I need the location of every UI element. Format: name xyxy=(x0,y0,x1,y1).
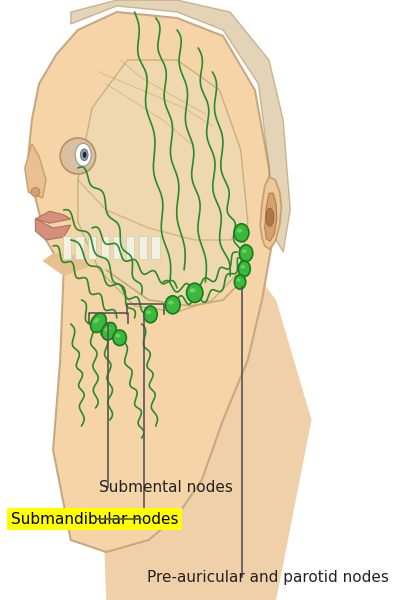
Polygon shape xyxy=(35,219,71,240)
Ellipse shape xyxy=(104,327,110,331)
Ellipse shape xyxy=(241,249,246,253)
Bar xyxy=(138,236,147,259)
Bar xyxy=(151,236,159,259)
Polygon shape xyxy=(71,0,290,252)
Polygon shape xyxy=(260,177,281,249)
Polygon shape xyxy=(78,60,247,312)
Ellipse shape xyxy=(165,296,180,314)
Polygon shape xyxy=(28,12,272,552)
Ellipse shape xyxy=(236,229,242,233)
Ellipse shape xyxy=(239,245,252,262)
Ellipse shape xyxy=(93,318,99,323)
Ellipse shape xyxy=(186,283,202,302)
Ellipse shape xyxy=(168,301,173,305)
Text: Submandibular nodes: Submandibular nodes xyxy=(11,511,178,527)
Ellipse shape xyxy=(90,313,106,332)
Polygon shape xyxy=(99,228,311,600)
Ellipse shape xyxy=(75,143,91,166)
Ellipse shape xyxy=(234,224,248,242)
Ellipse shape xyxy=(146,310,151,314)
Ellipse shape xyxy=(60,138,95,174)
Ellipse shape xyxy=(101,322,116,340)
Ellipse shape xyxy=(189,288,195,293)
Bar xyxy=(126,236,134,259)
Text: Submental nodes: Submental nodes xyxy=(99,480,232,494)
Polygon shape xyxy=(25,144,46,198)
Ellipse shape xyxy=(115,334,120,338)
Bar xyxy=(100,236,109,259)
Ellipse shape xyxy=(265,208,273,226)
Bar xyxy=(75,236,83,259)
Bar xyxy=(113,236,121,259)
Bar xyxy=(88,236,96,259)
Ellipse shape xyxy=(80,149,88,161)
Text: Pre-auricular and parotid nodes: Pre-auricular and parotid nodes xyxy=(146,570,388,584)
Ellipse shape xyxy=(238,261,249,277)
Ellipse shape xyxy=(31,187,40,196)
Ellipse shape xyxy=(240,265,245,269)
Ellipse shape xyxy=(83,152,86,158)
Ellipse shape xyxy=(112,330,126,346)
Ellipse shape xyxy=(234,275,245,289)
Polygon shape xyxy=(264,193,276,241)
Polygon shape xyxy=(35,211,71,223)
Ellipse shape xyxy=(236,278,240,282)
Ellipse shape xyxy=(144,306,157,323)
Bar xyxy=(63,236,71,259)
Polygon shape xyxy=(43,253,88,276)
